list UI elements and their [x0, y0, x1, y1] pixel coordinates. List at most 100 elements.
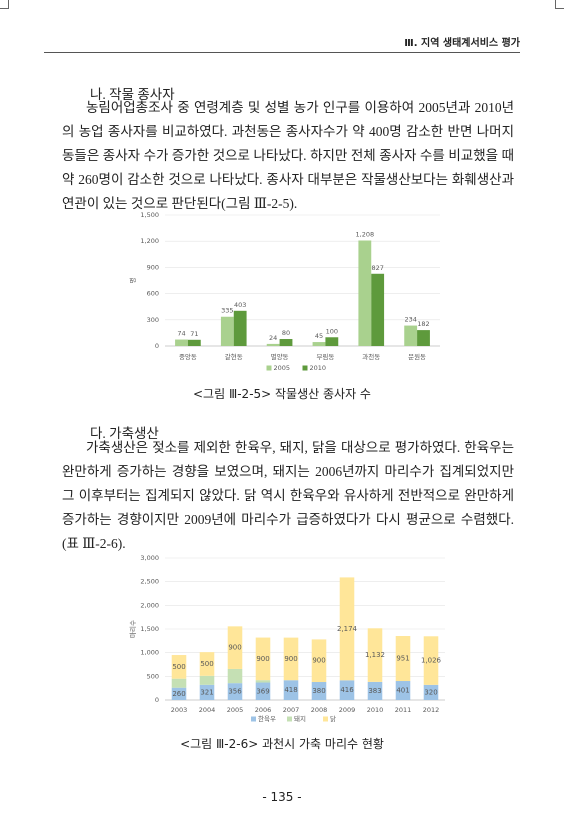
bar-segment — [227, 668, 243, 684]
figure-caption: <그림 Ⅲ-2-5> 작물생산 종사자 수 — [193, 387, 371, 401]
bar — [233, 310, 247, 346]
bar-segment — [423, 684, 439, 700]
data-label: 416 — [340, 686, 354, 694]
x-tick-label: 2008 — [311, 706, 328, 714]
legend-label: 2005 — [274, 364, 291, 372]
bar-segment — [199, 675, 215, 685]
data-label: 1,026 — [421, 657, 442, 665]
bar — [358, 240, 372, 346]
data-label: 74 — [177, 330, 185, 338]
x-tick-label: 2010 — [367, 706, 384, 714]
data-label: 356 — [228, 688, 242, 696]
data-label: 24 — [269, 334, 277, 342]
data-label: 2,174 — [337, 625, 358, 633]
bar-segment — [367, 681, 383, 700]
bar — [312, 342, 326, 346]
data-label: 500 — [172, 663, 185, 671]
running-header: Ⅲ. 지역 생태계서비스 평가 — [404, 38, 520, 49]
crop-mark — [555, 0, 564, 9]
heading: 나. 작물 종사자 — [90, 87, 175, 102]
y-tick-label: 500 — [147, 672, 159, 680]
legend-swatch — [302, 365, 308, 371]
bar-segment — [367, 628, 383, 682]
bar-segment — [199, 652, 215, 676]
data-label: 383 — [368, 687, 381, 695]
crop-mark — [0, 0, 9, 9]
data-label: 403 — [234, 301, 246, 309]
bar-segment — [283, 680, 299, 700]
bar-segment — [171, 678, 187, 688]
bar-segment — [395, 681, 411, 700]
y-tick-label: 1,500 — [140, 625, 159, 633]
bar-segment — [423, 636, 439, 685]
data-label: 900 — [312, 657, 325, 665]
bar — [220, 316, 234, 346]
chart: 0 500 1,000 1,500 2,000 2,500 3,000 마리수 260 321 35… — [128, 554, 445, 723]
bar-segment — [255, 637, 271, 681]
bar — [417, 330, 430, 346]
data-label: 827 — [371, 264, 383, 272]
data-label: 900 — [228, 644, 241, 652]
data-label: 45 — [315, 332, 323, 340]
x-tick-label: 과천동 — [362, 352, 380, 361]
x-tick-label: 2004 — [199, 706, 216, 714]
data-label: 260 — [172, 690, 185, 698]
x-tick-label: 2011 — [395, 706, 412, 714]
bar-segment — [339, 577, 355, 681]
legend-label: 2010 — [310, 364, 327, 372]
y-tick-label: 0 — [155, 342, 159, 350]
y-axis-label: 마리수 — [128, 620, 137, 638]
data-label: 321 — [200, 688, 213, 696]
y-tick-label: 300 — [147, 316, 159, 324]
legend-swatch — [287, 716, 292, 722]
x-tick-label: 2003 — [171, 706, 188, 714]
bar-segment — [199, 684, 215, 700]
header-rule — [44, 52, 520, 53]
y-tick-label: 1,200 — [140, 237, 159, 245]
bar-segment — [227, 626, 243, 669]
data-label: 500 — [200, 660, 213, 668]
x-tick-label: 2012 — [423, 706, 440, 714]
y-axis-label: 명 — [128, 277, 137, 283]
data-label: 1,208 — [356, 231, 375, 239]
page-number: - 135 - — [262, 790, 302, 804]
bar-segment — [311, 682, 327, 700]
bar-segment — [283, 637, 299, 681]
legend-swatch — [266, 365, 272, 371]
bar — [266, 343, 280, 346]
legend-label: 돼지 — [294, 714, 306, 723]
x-tick-label: 별양동 — [271, 352, 289, 361]
bar-segment — [255, 680, 271, 683]
x-tick-label: 2009 — [339, 706, 356, 714]
y-tick-label: 2,500 — [140, 578, 159, 586]
y-tick-label: 900 — [147, 263, 159, 271]
bar-segment — [255, 682, 271, 700]
bar-segment — [395, 636, 411, 682]
data-label: 1,132 — [365, 651, 385, 659]
bar-segment — [311, 639, 327, 683]
x-tick-label: 중앙동 — [179, 353, 197, 361]
bar — [371, 273, 385, 346]
data-label: 234 — [404, 316, 416, 324]
data-label: 320 — [424, 688, 437, 696]
y-tick-label: 1,000 — [140, 649, 159, 657]
bar — [187, 339, 201, 346]
data-label: 80 — [282, 329, 290, 337]
data-label: 71 — [190, 330, 198, 338]
legend-swatch — [251, 716, 256, 722]
legend-swatch — [323, 716, 328, 722]
paragraph: 가축생산은 젖소를 제외한 한육우, 돼지, 닭을 대상으로 평가하였다. 한육… — [62, 440, 514, 551]
data-label: 335 — [221, 307, 233, 315]
legend-label: 닭 — [330, 715, 336, 723]
bar — [279, 339, 293, 346]
x-tick-label: 갈현동 — [225, 353, 243, 361]
legend-label: 한육우 — [258, 715, 276, 723]
data-label: 182 — [417, 320, 429, 328]
x-tick-label: 2005 — [227, 706, 244, 714]
bar — [325, 337, 339, 346]
data-label: 100 — [326, 327, 338, 335]
bar-segment — [171, 655, 187, 679]
bar — [404, 325, 418, 346]
chart: 0 300 600 900 1,200 1,500 명 74 335 24 45 1,208 234 71… — [128, 211, 440, 372]
